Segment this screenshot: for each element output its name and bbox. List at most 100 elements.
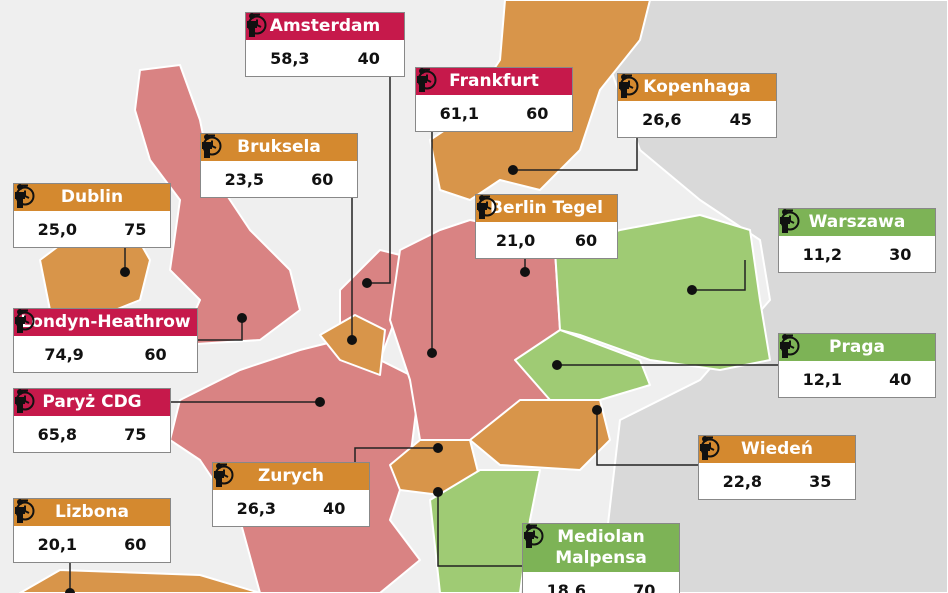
minutes: 60 — [202, 134, 333, 189]
stats-row: 21,0 60 — [476, 195, 617, 258]
passengers: 65,8 — [15, 389, 78, 444]
airport-box: Mediolan Malpensa 18,6 70 — [522, 523, 680, 593]
stats-row: 11,2 30 — [779, 209, 935, 272]
time-icon — [417, 68, 437, 90]
time-icon — [700, 436, 720, 458]
stats-row: 18,6 70 — [523, 524, 679, 593]
airport-box: Praga 12,1 40 — [778, 333, 936, 398]
minutes: 45 — [619, 74, 752, 129]
time-icon — [477, 195, 497, 217]
stats-row: 26,3 40 — [213, 463, 369, 526]
minutes-value: 60 — [526, 103, 549, 123]
airport-box: Warszawa 11,2 30 — [778, 208, 936, 273]
minutes: 60 — [15, 309, 167, 364]
airport-name: Berlin Tegel — [476, 195, 617, 222]
passengers-value: 20,1 — [37, 534, 78, 554]
minutes-value: 40 — [357, 48, 380, 68]
minutes: 35 — [700, 436, 832, 491]
minutes: 40 — [780, 334, 912, 389]
airport-name: Warszawa — [779, 209, 935, 236]
airport-dot — [347, 335, 357, 345]
airport-name: Bruksela — [201, 134, 357, 161]
minutes: 75 — [15, 184, 147, 239]
airport-name: Kopenhaga — [618, 74, 776, 101]
airport-name: Dublin — [14, 184, 170, 211]
passengers-value: 22,8 — [722, 471, 763, 491]
airport-dot — [237, 313, 247, 323]
iberia — [19, 569, 261, 593]
passengers-value: 18,6 — [546, 580, 587, 593]
airport-name: Amsterdam — [246, 13, 404, 40]
passengers-value: 21,0 — [495, 230, 536, 250]
connector — [692, 260, 746, 291]
minutes: 30 — [780, 209, 912, 264]
passengers-value: 74,9 — [44, 344, 84, 364]
airport-dot — [508, 165, 518, 175]
connector — [354, 447, 438, 462]
passengers-value: 26,6 — [642, 109, 682, 129]
airport-box: Wiedeń 22,8 35 — [698, 435, 856, 500]
passengers-value: 65,8 — [37, 424, 78, 444]
airport-box: Zurych 26,3 40 — [212, 462, 370, 527]
passengers: 74,9 — [15, 309, 84, 364]
italy — [429, 469, 541, 593]
minutes-value: 70 — [633, 580, 656, 593]
passengers: 22,8 — [700, 436, 763, 491]
airport-dot — [65, 588, 75, 593]
airport-name: Lizbona — [14, 499, 170, 526]
airport-box: Amsterdam 58,3 40 — [245, 12, 405, 77]
minutes-value: 75 — [124, 219, 147, 239]
minutes-value: 40 — [889, 369, 912, 389]
passengers: 58,3 — [247, 13, 310, 68]
passengers-value: 12,1 — [802, 369, 843, 389]
airport-box: Londyn-Heathrow 74,9 60 — [13, 308, 198, 373]
airport-box: Paryż CDG 65,8 75 — [13, 388, 171, 453]
minutes: 40 — [214, 463, 346, 518]
minutes-value: 75 — [124, 424, 147, 444]
airport-box: Kopenhaga 26,6 45 — [617, 73, 777, 138]
stats-row: 74,9 60 — [14, 309, 197, 372]
minutes-value: 45 — [729, 109, 752, 129]
airport-dot — [120, 267, 130, 277]
minutes-value: 35 — [809, 471, 832, 491]
passengers: 61,1 — [417, 68, 479, 123]
airport-name: Londyn-Heathrow — [14, 309, 197, 336]
passengers: 26,3 — [214, 463, 277, 518]
stats-row: 26,6 45 — [618, 74, 776, 137]
time-icon — [214, 463, 234, 485]
minutes-value: 30 — [889, 244, 912, 264]
airport-dot — [520, 267, 530, 277]
minutes-value: 40 — [323, 498, 346, 518]
stats-row: 61,1 60 — [416, 68, 572, 131]
airport-box: Bruksela 23,5 60 — [200, 133, 358, 198]
passengers: 11,2 — [780, 209, 842, 264]
time-icon — [780, 209, 800, 231]
airport-name: Wiedeń — [699, 436, 855, 463]
stats-row: 65,8 75 — [14, 389, 170, 452]
time-icon — [780, 334, 800, 356]
minutes-value: 60 — [144, 344, 167, 364]
airport-dot — [433, 443, 443, 453]
stats-row: 20,1 60 — [14, 499, 170, 562]
minutes: 60 — [15, 499, 147, 554]
passengers-value: 58,3 — [270, 48, 310, 68]
passengers: 21,0 — [477, 195, 536, 250]
passengers-value: 26,3 — [236, 498, 277, 518]
minutes: 70 — [524, 524, 656, 593]
airport-name: Paryż CDG — [14, 389, 170, 416]
airport-dot — [592, 405, 602, 415]
passengers: 26,6 — [619, 74, 682, 129]
passengers: 18,6 — [524, 524, 587, 593]
time-icon — [15, 389, 35, 411]
passengers-value: 25,0 — [37, 219, 78, 239]
passengers: 12,1 — [780, 334, 843, 389]
time-icon — [15, 184, 35, 206]
connector — [513, 137, 638, 171]
minutes-value: 60 — [124, 534, 147, 554]
time-icon — [619, 74, 639, 96]
time-icon — [202, 134, 222, 156]
stats-row: 58,3 40 — [246, 13, 404, 76]
minutes-value: 60 — [574, 230, 598, 250]
airport-dot — [315, 397, 325, 407]
